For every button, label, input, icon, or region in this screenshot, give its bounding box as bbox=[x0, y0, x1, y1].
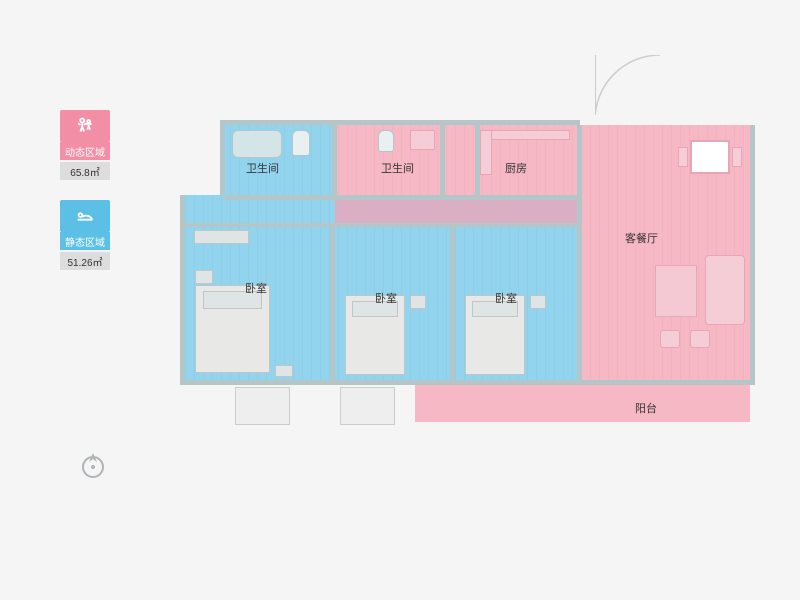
legend-static-label: 静态区域 bbox=[60, 232, 110, 250]
wall-v-bath2-k bbox=[440, 125, 445, 197]
bed-2 bbox=[345, 295, 405, 375]
label-kitchen: 厨房 bbox=[505, 160, 527, 176]
label-bedroom2: 卧室 bbox=[375, 290, 397, 306]
dining-chair-2 bbox=[732, 147, 742, 167]
desk-1 bbox=[194, 230, 249, 244]
wall-living-top bbox=[580, 115, 755, 125]
wall-v-bed23 bbox=[450, 225, 455, 380]
dining-chair-1 bbox=[678, 147, 688, 167]
kitchen-counter-2 bbox=[480, 130, 492, 175]
wall-h-bedrow bbox=[185, 223, 580, 227]
balcony-step-2 bbox=[340, 387, 395, 425]
label-bathroom2: 卫生间 bbox=[381, 160, 414, 176]
balcony-step-1 bbox=[235, 387, 290, 425]
toilet-2 bbox=[378, 130, 394, 152]
legend-static-value: 51.26㎡ bbox=[60, 252, 110, 270]
kitchen-counter bbox=[480, 130, 570, 140]
entry-door-arc bbox=[595, 55, 660, 120]
armchair-1 bbox=[660, 330, 680, 348]
wall-notch-left bbox=[180, 120, 225, 195]
nightstand-1a bbox=[195, 270, 213, 284]
wall-v-bed12 bbox=[330, 225, 335, 380]
nightstand-2a bbox=[410, 295, 426, 309]
nightstand-1b bbox=[275, 365, 293, 377]
bed-master bbox=[195, 285, 270, 373]
label-living: 客餐厅 bbox=[625, 230, 658, 246]
wall-h-hall bbox=[225, 195, 580, 200]
living-rug bbox=[655, 265, 697, 317]
armchair-2 bbox=[690, 330, 710, 348]
legend-dynamic-value: 65.8㎡ bbox=[60, 162, 110, 180]
label-bedroom3: 卧室 bbox=[495, 290, 517, 306]
wall-v-living bbox=[577, 125, 582, 380]
people-icon bbox=[60, 110, 110, 142]
compass-icon bbox=[78, 450, 108, 485]
floorplan: 卫生间 卫生间 厨房 客餐厅 卧室 卧室 卧室 阳台 bbox=[180, 55, 760, 475]
bathtub-1 bbox=[232, 130, 282, 158]
label-bedroom1: 卧室 bbox=[245, 280, 267, 296]
zone-legend: 动态区域 65.8㎡ 静态区域 51.26㎡ bbox=[60, 110, 120, 290]
sleep-icon bbox=[60, 200, 110, 232]
sofa bbox=[705, 255, 745, 325]
zone-dynamic-balcony bbox=[415, 380, 750, 422]
label-bathroom1: 卫生间 bbox=[246, 160, 279, 176]
legend-dynamic-label: 动态区域 bbox=[60, 142, 110, 160]
legend-dynamic: 动态区域 65.8㎡ bbox=[60, 110, 120, 180]
wall-v-bath12 bbox=[332, 125, 337, 197]
bed-3 bbox=[465, 295, 525, 375]
legend-static: 静态区域 51.26㎡ bbox=[60, 200, 120, 270]
label-balcony: 阳台 bbox=[635, 400, 657, 416]
toilet-1 bbox=[292, 130, 310, 156]
dining-table bbox=[690, 140, 730, 174]
sink-2 bbox=[410, 130, 435, 150]
nightstand-3a bbox=[530, 295, 546, 309]
